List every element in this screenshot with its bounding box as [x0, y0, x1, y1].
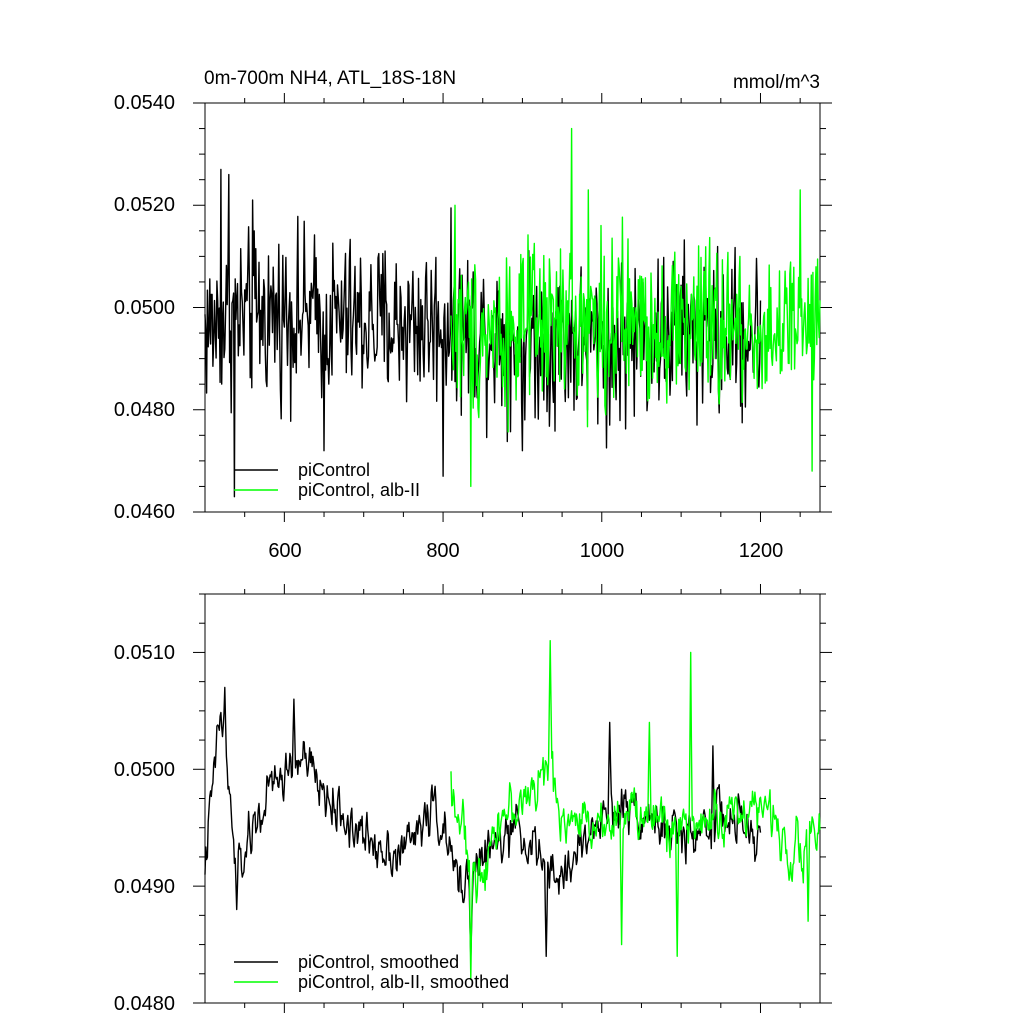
- y-tick-label: 0.0510: [114, 642, 175, 664]
- series-lines: [204, 127, 821, 498]
- legend: piControl piControl, alb-II: [234, 460, 420, 500]
- legend-entry: piControl, smoothed: [298, 952, 459, 972]
- x-tick-label: 800: [426, 540, 459, 562]
- legend-entry: piControl, alb-II, smoothed: [298, 972, 509, 992]
- legend-entry: piControl: [298, 460, 370, 480]
- plot-frame: [204, 593, 821, 1004]
- major-ticks: [193, 93, 832, 522]
- chart-title: 0m-700m NH4, ATL_18S-18N: [204, 68, 456, 89]
- series-line: [450, 640, 821, 981]
- y-tick-label: 0.0500: [114, 297, 175, 319]
- y-tick-label: 0.0480: [114, 993, 175, 1015]
- legend: piControl, smoothed piControl, alb-II, s…: [234, 952, 509, 992]
- series-lines: [204, 640, 821, 981]
- bottom-panel: 0.0510 0.0500 0.0490 0.0480 piControl, s…: [114, 584, 832, 1015]
- units-label: mmol/m^3: [733, 72, 820, 93]
- x-tick-label: 600: [268, 540, 301, 562]
- y-tick-label: 0.0540: [114, 92, 175, 114]
- major-ticks: [193, 584, 832, 1013]
- y-tick-label: 0.0490: [114, 876, 175, 898]
- x-tick-label: 1200: [739, 540, 784, 562]
- legend-entry: piControl, alb-II: [298, 480, 420, 500]
- x-tick-label: 1000: [580, 540, 625, 562]
- y-tick-label: 0.0480: [114, 399, 175, 421]
- minor-ticks: [199, 589, 826, 1008]
- series-line: [450, 127, 821, 488]
- top-panel: 0m-700m NH4, ATL_18S-18N mmol/m^3 0.0540…: [114, 68, 832, 562]
- y-tick-label: 0.0520: [114, 194, 175, 216]
- y-tick-label: 0.0500: [114, 759, 175, 781]
- minor-ticks: [199, 98, 826, 517]
- y-tick-label: 0.0460: [114, 501, 175, 523]
